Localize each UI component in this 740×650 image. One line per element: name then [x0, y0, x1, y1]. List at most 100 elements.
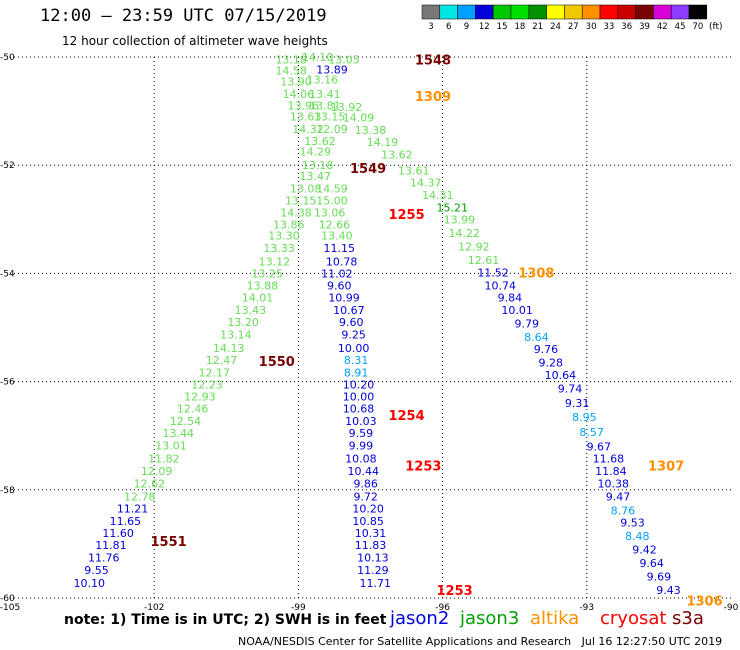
color-scale-label: 33 [603, 22, 614, 32]
wave-height-value: 13.15 [285, 194, 317, 207]
color-scale-label: 15 [497, 22, 508, 32]
wave-height-value: 13.08 [290, 182, 322, 195]
latitude-tick-label: -52 [0, 161, 15, 171]
wave-height-value: 9.42 [632, 543, 657, 556]
wave-height-value: 14.09 [343, 112, 375, 125]
wave-height-value: 13.25 [251, 267, 283, 280]
color-scale-label: 42 [657, 22, 668, 32]
wave-height-value: 9.64 [639, 557, 664, 570]
wave-height-value: 10.64 [545, 369, 577, 382]
wave-height-value: 10.74 [485, 279, 517, 292]
latitude-tick-label: -58 [0, 486, 15, 496]
wave-height-value: 9.72 [353, 490, 378, 503]
pass-time-label: 1253 [405, 459, 441, 474]
pass-time-label: 1307 [648, 459, 684, 474]
wave-height-value: 10.00 [343, 391, 375, 404]
wave-height-value: 9.67 [587, 441, 612, 454]
latitude-tick-label: -56 [0, 378, 15, 388]
wave-height-value: 8.91 [344, 366, 369, 379]
wave-height-value: 13.81 [309, 100, 341, 113]
wave-height-value: 13.90 [280, 75, 312, 88]
wave-height-value: 13.62 [381, 148, 413, 161]
color-scale-label: 45 [675, 22, 686, 32]
wave-height-value: 10.01 [501, 304, 533, 317]
wave-height-value: 10.20 [352, 503, 384, 516]
color-scale-swatch [457, 4, 476, 20]
wave-height-value: 14.37 [410, 177, 442, 190]
wave-height-value: 9.86 [353, 477, 378, 490]
wave-height-value: 13.40 [321, 230, 353, 243]
wave-height-value: 9.25 [341, 329, 366, 342]
color-scale-label: 3 [428, 22, 433, 32]
wave-height-value: 14.10 [302, 51, 334, 64]
pass-time-label: 1549 [350, 162, 386, 177]
color-scale-swatch [581, 4, 601, 20]
wave-height-value: 13.18 [302, 159, 334, 172]
wave-height-value: 11.21 [117, 503, 149, 516]
wave-height-value: 10.67 [333, 304, 365, 317]
legend-altika: altika [530, 608, 580, 629]
wave-height-value: 11.68 [593, 452, 625, 465]
color-scale-swatch [564, 4, 583, 20]
wave-height-value: 9.69 [647, 570, 672, 583]
color-scale-swatch [599, 4, 619, 20]
wave-height-value: 9.99 [349, 439, 374, 452]
wave-height-value: 11.84 [595, 465, 627, 478]
wave-height-value: 10.10 [74, 577, 106, 590]
color-scale-label: 36 [621, 22, 632, 32]
color-scale-label: 21 [532, 22, 543, 32]
color-scale-swatch [492, 4, 512, 20]
longitude-tick-label: -102 [144, 603, 164, 613]
wave-height-value: 12.61 [468, 254, 500, 267]
wave-height-value: 10.00 [338, 342, 370, 355]
wave-height-value: 13.05 [328, 54, 360, 67]
units-note: note: 1) Time is in UTC; 2) SWH is in fe… [64, 612, 387, 628]
wave-height-value: 13.38 [355, 124, 387, 137]
pass-time-label: 1254 [388, 409, 424, 424]
wave-height-value: 13.88 [247, 279, 279, 292]
wave-height-value: 13.99 [444, 213, 476, 226]
color-scale-label: 9 [464, 22, 469, 32]
wave-height-value: 11.83 [355, 539, 387, 552]
wave-height-value: 10.78 [326, 255, 358, 268]
color-scale-label: 27 [568, 22, 579, 32]
wave-height-value: 12.47 [206, 354, 238, 367]
wave-height-value: 12.09 [316, 123, 348, 136]
wave-height-value: 13.30 [268, 230, 300, 243]
wave-height-value: 10.31 [355, 527, 387, 540]
wave-height-value: 9.79 [514, 318, 539, 331]
wave-height-value: 10.99 [328, 292, 360, 305]
wave-height-value: 11.82 [148, 452, 180, 465]
wave-height-value: 9.55 [84, 564, 109, 577]
wave-height-value: 13.15 [314, 111, 346, 124]
wave-height-value: 13.20 [227, 316, 259, 329]
wave-height-value: 14.29 [299, 146, 331, 159]
wave-height-value: 13.12 [259, 255, 291, 268]
wave-height-value: 12.92 [458, 240, 490, 253]
wave-height-value: 13.06 [314, 206, 346, 219]
wave-height-value: 15.21 [436, 201, 468, 214]
wave-height-value: 15.00 [316, 194, 348, 207]
wave-height-value: 12.09 [141, 465, 173, 478]
color-scale-swatch [653, 4, 672, 20]
wave-height-value: 13.41 [309, 88, 341, 101]
wave-height-value: 9.47 [606, 490, 631, 503]
wave-height-value: 10.20 [343, 378, 375, 391]
wave-height-value: 11.29 [357, 564, 389, 577]
legend-cryosat: cryosat [600, 608, 667, 629]
pass-time-label: 1309 [415, 90, 451, 105]
wave-height-value: 12.62 [134, 477, 166, 490]
latitude-tick-label: -50 [0, 53, 15, 63]
color-scale-swatch [688, 4, 708, 20]
wave-height-value: 9.60 [327, 279, 352, 292]
wave-height-value: 12.17 [199, 366, 231, 379]
wave-height-value: 12.46 [177, 403, 209, 416]
color-scale-swatch [546, 4, 565, 20]
wave-height-value: 10.85 [352, 515, 384, 528]
wave-height-value: 13.43 [235, 304, 267, 317]
wave-height-value: 12.93 [184, 391, 216, 404]
wave-height-value: 10.13 [357, 551, 389, 564]
pass-time-label: 1255 [388, 208, 424, 223]
color-scale-swatch [421, 4, 441, 20]
wave-height-value: 13.96 [287, 100, 319, 113]
